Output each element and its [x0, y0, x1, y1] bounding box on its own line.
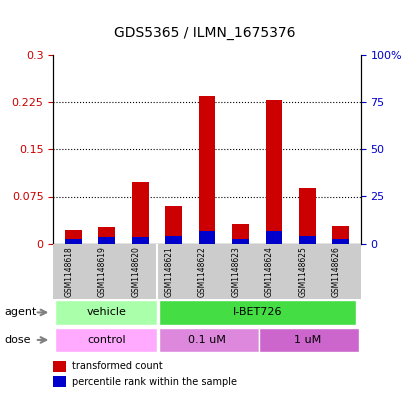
- Bar: [298, 188, 315, 244]
- Bar: [332, 239, 348, 244]
- Bar: [53, 361, 65, 372]
- Bar: [98, 237, 115, 244]
- Bar: [65, 230, 81, 244]
- Text: I-BET726: I-BET726: [232, 307, 281, 318]
- FancyBboxPatch shape: [55, 328, 157, 352]
- Text: agent: agent: [4, 307, 36, 318]
- Bar: [165, 236, 182, 244]
- Bar: [98, 227, 115, 244]
- Bar: [265, 231, 281, 244]
- Bar: [198, 231, 215, 244]
- Text: transformed count: transformed count: [72, 362, 162, 371]
- FancyBboxPatch shape: [55, 300, 157, 325]
- Text: 1 uM: 1 uM: [293, 335, 320, 345]
- Text: GSM1148624: GSM1148624: [264, 246, 273, 297]
- Bar: [298, 236, 315, 244]
- Text: GSM1148620: GSM1148620: [131, 246, 140, 297]
- Bar: [132, 237, 148, 244]
- Text: GSM1148626: GSM1148626: [331, 246, 340, 297]
- Text: dose: dose: [4, 335, 31, 345]
- Text: GSM1148619: GSM1148619: [97, 246, 106, 297]
- Bar: [65, 239, 81, 244]
- Bar: [198, 96, 215, 244]
- Text: control: control: [87, 335, 126, 345]
- Bar: [165, 206, 182, 244]
- Bar: [231, 239, 248, 244]
- FancyBboxPatch shape: [258, 328, 358, 352]
- FancyBboxPatch shape: [158, 300, 355, 325]
- Text: GSM1148618: GSM1148618: [64, 246, 73, 297]
- Text: GSM1148623: GSM1148623: [231, 246, 240, 297]
- Bar: [332, 226, 348, 244]
- Text: percentile rank within the sample: percentile rank within the sample: [72, 377, 236, 387]
- Bar: [53, 376, 65, 387]
- Text: GDS5365 / ILMN_1675376: GDS5365 / ILMN_1675376: [114, 26, 295, 40]
- Text: GSM1148622: GSM1148622: [198, 246, 207, 297]
- Bar: [265, 100, 281, 244]
- Text: GSM1148625: GSM1148625: [298, 246, 307, 297]
- Text: GSM1148621: GSM1148621: [164, 246, 173, 297]
- Text: vehicle: vehicle: [87, 307, 126, 318]
- Text: 0.1 uM: 0.1 uM: [188, 335, 225, 345]
- FancyBboxPatch shape: [158, 328, 258, 352]
- FancyBboxPatch shape: [53, 244, 360, 299]
- Bar: [231, 224, 248, 244]
- Bar: [132, 182, 148, 244]
